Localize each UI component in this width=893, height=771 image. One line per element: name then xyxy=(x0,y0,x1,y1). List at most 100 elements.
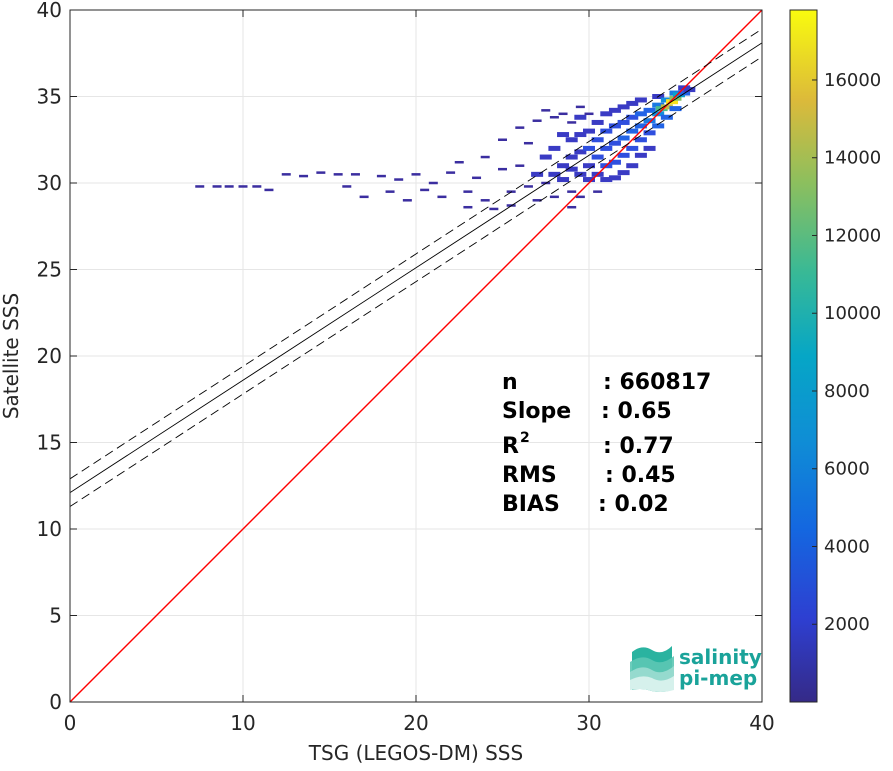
density-cell xyxy=(617,135,630,141)
density-cell xyxy=(600,111,613,117)
density-cell xyxy=(480,155,490,159)
density-cell xyxy=(634,111,647,117)
density-cell xyxy=(420,188,430,192)
density-cell xyxy=(498,138,507,141)
density-cell xyxy=(567,205,577,209)
y-tick-label: 0 xyxy=(49,690,62,714)
density-cell xyxy=(600,177,613,183)
x-axis-title: TSG (LEGOS-DM) SSS xyxy=(308,741,523,765)
colorbar-tick-label: 6000 xyxy=(824,459,870,480)
regression-line xyxy=(70,42,762,494)
density-cell xyxy=(316,171,326,174)
density-cell xyxy=(634,97,647,103)
y-tick-label: 40 xyxy=(37,0,62,22)
salinity-pi-mep-logo: salinity pi-mep xyxy=(630,645,762,692)
density-cell xyxy=(531,171,544,177)
density-cell xyxy=(583,163,595,169)
identity-line xyxy=(70,10,762,702)
x-tick-label: 0 xyxy=(64,711,77,735)
stat-r2-sup: 2 xyxy=(520,430,530,446)
density-cell xyxy=(376,174,386,178)
stat-bias-value: : 0.02 xyxy=(598,492,669,517)
density-cell xyxy=(565,166,578,172)
density-cell xyxy=(575,105,585,109)
density-cell xyxy=(660,104,673,110)
density-cell xyxy=(541,109,551,112)
logo-line1: salinity xyxy=(679,645,762,669)
density-cell xyxy=(463,190,473,193)
colorbar-ticks: 2000 4000 6000 8000 10000 12000 14000 16000 xyxy=(812,70,881,635)
density-cell xyxy=(557,132,570,138)
x-tick-label: 30 xyxy=(576,711,601,735)
density-cell xyxy=(557,163,570,169)
density-cell xyxy=(626,128,639,134)
density-cell xyxy=(583,128,595,134)
stat-n-label: n xyxy=(502,370,518,395)
density-cell xyxy=(437,195,447,199)
colorbar-tick-label: 10000 xyxy=(824,303,881,324)
density-cell xyxy=(608,175,621,181)
stat-slope-value: : 0.65 xyxy=(601,399,672,424)
density-cell xyxy=(574,149,587,155)
y-tick-label: 30 xyxy=(37,171,62,195)
density-cell xyxy=(523,185,533,188)
colorbar xyxy=(789,9,818,703)
density-cell xyxy=(634,123,647,129)
density-cell xyxy=(359,195,369,199)
density-cell xyxy=(402,199,412,202)
logo-line2: pi-mep xyxy=(679,666,757,690)
y-tick-label: 5 xyxy=(49,604,62,628)
density-cell xyxy=(634,137,647,143)
density-cell xyxy=(643,107,656,113)
density-cell xyxy=(634,152,647,158)
density-cell xyxy=(498,167,507,171)
density-cell xyxy=(515,126,525,129)
density-cell xyxy=(565,137,578,143)
density-cell xyxy=(593,190,603,193)
y-axis-title: Satellite SSS xyxy=(0,293,23,419)
density-cell xyxy=(342,185,352,188)
density-cell xyxy=(411,173,421,176)
density-cell xyxy=(549,195,559,199)
regression-upper-line xyxy=(70,28,762,480)
colorbar-tick-label: 4000 xyxy=(824,536,870,557)
stat-rms-value: : 0.45 xyxy=(605,463,676,488)
density-cell xyxy=(428,181,438,185)
axis-ticks: 0 10 20 30 40 0 5 10 15 20 25 30 35 40 xyxy=(37,0,775,735)
x-tick-label: 10 xyxy=(230,711,255,735)
density-cell xyxy=(600,128,613,134)
stat-n-value: : 660817 xyxy=(603,370,711,395)
density-cell xyxy=(591,137,604,143)
density-cell xyxy=(669,106,682,112)
density-cell xyxy=(385,190,395,193)
stat-rms-label: RMS xyxy=(502,463,557,488)
density-cell xyxy=(643,130,656,136)
density-cell xyxy=(565,154,578,160)
density-cell xyxy=(454,160,464,164)
colorbar-tick-label: 8000 xyxy=(824,381,870,402)
density-cell xyxy=(591,154,604,160)
logo-waves-icon xyxy=(630,646,674,692)
stat-slope-label: Slope xyxy=(502,399,571,424)
density-cell xyxy=(549,116,559,119)
density-cell xyxy=(643,145,656,151)
density-cell xyxy=(238,185,248,188)
colorbar-tick-label: 16000 xyxy=(824,70,881,91)
density-cell xyxy=(626,100,639,106)
density-cell xyxy=(626,114,639,120)
density-cell xyxy=(212,185,222,188)
density-cell xyxy=(281,173,291,176)
density-cell xyxy=(394,178,404,181)
y-tick-label: 35 xyxy=(37,85,62,109)
density-cell xyxy=(333,173,343,176)
density-cell xyxy=(608,123,621,129)
density-cell xyxy=(608,140,621,146)
colorbar-tick-label: 2000 xyxy=(824,614,870,635)
y-tick-label: 20 xyxy=(37,344,62,368)
density-cell xyxy=(480,199,490,202)
x-tick-label: 20 xyxy=(403,711,428,735)
density-cell xyxy=(617,170,630,176)
colorbar-tick-label: 14000 xyxy=(824,148,881,169)
density-cell xyxy=(608,159,621,165)
